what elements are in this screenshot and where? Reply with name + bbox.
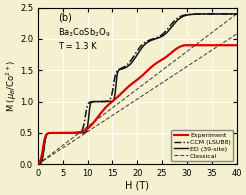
Legend: Experiment, CCM (LSUB8), ED (39-site), Classical: Experiment, CCM (LSUB8), ED (39-site), C… (171, 130, 233, 161)
Text: T = 1.3 K: T = 1.3 K (58, 42, 96, 51)
Y-axis label: M ($\mu_B$/Co$^{2+}$): M ($\mu_B$/Co$^{2+}$) (4, 60, 18, 112)
Text: Ba$_3$CoSb$_2$O$_9$: Ba$_3$CoSb$_2$O$_9$ (58, 27, 110, 39)
Text: (b): (b) (58, 12, 72, 22)
X-axis label: H (T): H (T) (125, 181, 149, 191)
